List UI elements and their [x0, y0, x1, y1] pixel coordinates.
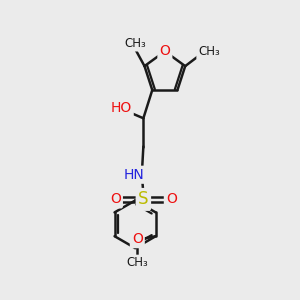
- Text: CH₃: CH₃: [198, 45, 220, 58]
- Text: O: O: [159, 44, 170, 58]
- Text: CH₃: CH₃: [126, 256, 148, 269]
- Text: CH₃: CH₃: [125, 37, 146, 50]
- Text: HN: HN: [123, 168, 144, 182]
- Text: O: O: [110, 192, 121, 206]
- Text: S: S: [138, 190, 148, 208]
- Text: HO: HO: [110, 101, 132, 115]
- Text: O: O: [166, 192, 177, 206]
- Text: O: O: [132, 232, 143, 246]
